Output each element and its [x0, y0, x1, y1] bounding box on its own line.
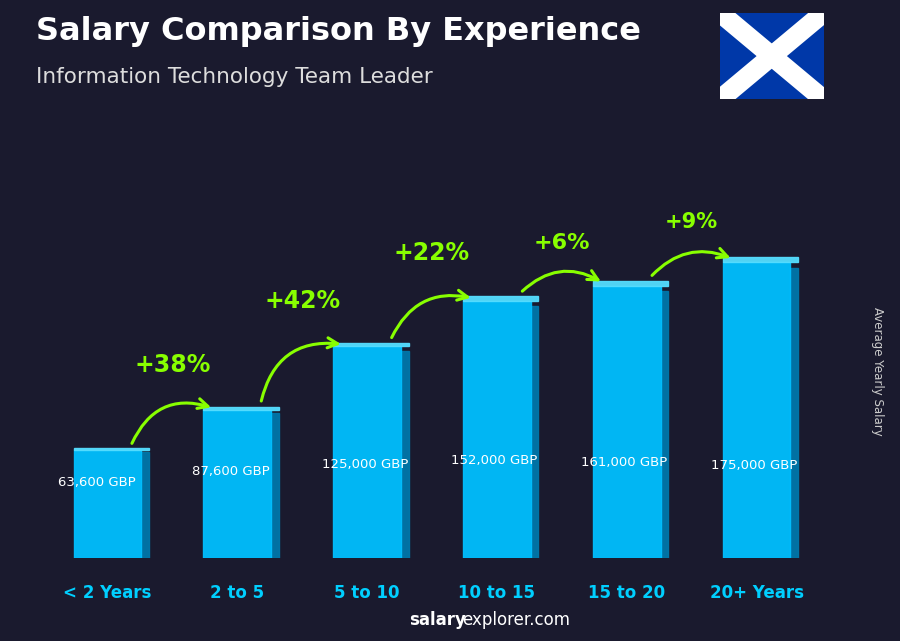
Bar	[723, 262, 790, 558]
Text: 2 to 5: 2 to 5	[211, 584, 265, 602]
Text: +38%: +38%	[134, 353, 211, 377]
Bar	[333, 343, 409, 346]
Bar	[400, 351, 409, 558]
Bar	[593, 286, 661, 558]
Bar	[464, 301, 531, 558]
Bar	[271, 413, 279, 558]
Bar	[531, 306, 538, 558]
Text: +6%: +6%	[534, 233, 590, 253]
Text: 5 to 10: 5 to 10	[334, 584, 400, 602]
Bar	[464, 296, 538, 301]
Text: Salary Comparison By Experience: Salary Comparison By Experience	[36, 16, 641, 47]
Text: 161,000 GBP: 161,000 GBP	[581, 456, 668, 469]
Text: 125,000 GBP: 125,000 GBP	[321, 458, 408, 471]
Bar	[141, 453, 149, 558]
Text: +22%: +22%	[394, 241, 470, 265]
Text: explorer.com: explorer.com	[463, 612, 571, 629]
Text: 20+ Years: 20+ Years	[709, 584, 804, 602]
Text: 87,600 GBP: 87,600 GBP	[192, 465, 270, 478]
Bar	[333, 346, 400, 558]
Bar	[203, 410, 271, 558]
Text: Average Yearly Salary: Average Yearly Salary	[871, 308, 884, 436]
Text: < 2 Years: < 2 Years	[63, 584, 151, 602]
Text: 152,000 GBP: 152,000 GBP	[452, 454, 538, 467]
Text: Information Technology Team Leader: Information Technology Team Leader	[36, 67, 433, 87]
Bar	[74, 448, 149, 450]
Text: 63,600 GBP: 63,600 GBP	[58, 476, 136, 489]
Text: 15 to 20: 15 to 20	[589, 584, 665, 602]
Bar	[723, 256, 798, 262]
Bar	[593, 281, 669, 286]
Text: 10 to 15: 10 to 15	[458, 584, 536, 602]
Text: 175,000 GBP: 175,000 GBP	[711, 460, 797, 472]
Bar	[661, 291, 669, 558]
Text: +9%: +9%	[665, 212, 718, 232]
Bar	[790, 268, 798, 558]
Text: +42%: +42%	[264, 288, 340, 313]
Text: salary: salary	[410, 612, 466, 629]
Bar	[74, 450, 141, 558]
Bar	[203, 407, 279, 410]
